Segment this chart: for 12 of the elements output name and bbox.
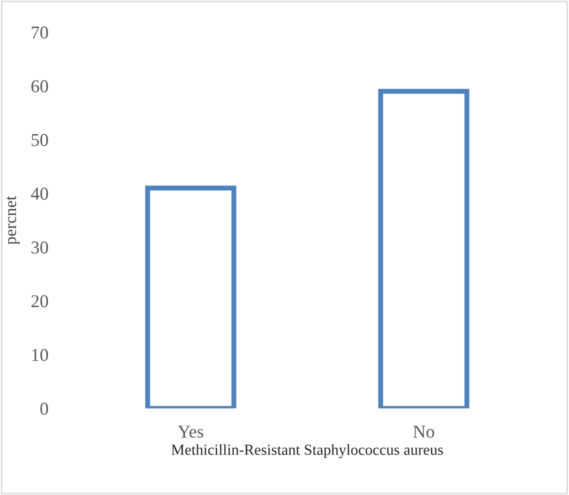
y-tick-label: 50 xyxy=(32,134,48,146)
x-tick-label: No xyxy=(413,426,434,438)
y-tick-label: 20 xyxy=(31,295,48,308)
y-tick-label: 0 xyxy=(40,402,48,415)
y-tick-label: 60 xyxy=(31,80,48,92)
x-axis-title: Methicillin-Resistant Staphylococcus aureus xyxy=(171,444,443,458)
y-axis-title: percnet xyxy=(6,196,20,245)
y-tick-label: 70 xyxy=(32,26,48,39)
y-tick-label: 10 xyxy=(32,348,48,362)
y-tick-label: 40 xyxy=(31,188,48,200)
y-tick-label: 30 xyxy=(32,241,48,254)
x-tick-label: Yes xyxy=(178,426,204,438)
